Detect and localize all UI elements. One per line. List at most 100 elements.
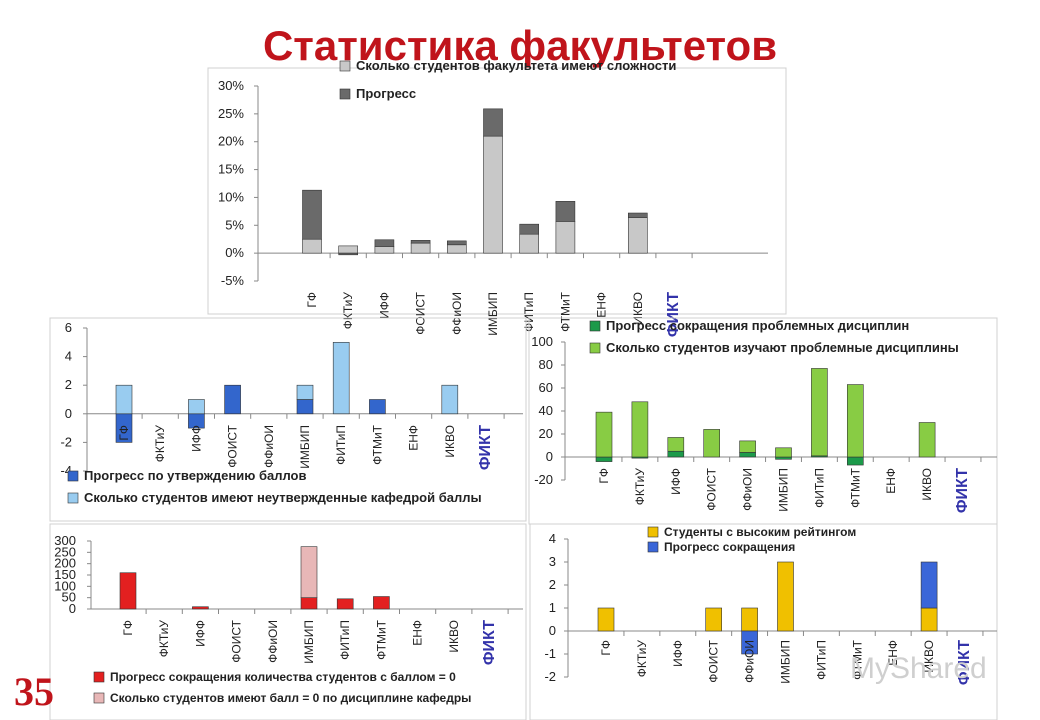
y-tick-label: 0% <box>225 245 244 260</box>
bar-2-ФТМиТ <box>846 384 864 458</box>
bar-2-ФФиОИ <box>739 440 756 453</box>
y-tick-label: 250 <box>54 544 76 559</box>
category-label: ФИТиП <box>338 620 352 660</box>
bar-1-ИМБИП <box>300 597 318 610</box>
y-tick-label: 30% <box>218 78 244 93</box>
y-tick-label: 0 <box>549 623 556 638</box>
category-label: ФИТиП <box>812 468 826 508</box>
bar-1-ИМБИП <box>483 135 503 254</box>
category-label: ИМБИП <box>779 640 793 684</box>
category-label: ЕНФ <box>886 640 900 666</box>
y-tick-label: 300 <box>54 533 76 548</box>
bar-1-ФИТиП <box>519 233 540 254</box>
bar-2-ИФФ <box>374 239 395 247</box>
y-tick-label: -2 <box>60 434 72 449</box>
category-label: ИФФ <box>193 620 207 647</box>
category-label: ФКТиУ <box>341 292 355 330</box>
y-tick-label: 4 <box>549 531 556 546</box>
y-tick-label: -2 <box>544 669 556 684</box>
bar-1-ФТМиТ <box>373 596 390 610</box>
legend-swatch <box>93 671 105 683</box>
category-label: ФТМиТ <box>848 467 862 507</box>
bar-2-ИМБИП <box>775 447 792 458</box>
legend-swatch <box>93 692 105 704</box>
category-label: ФФиОИ <box>741 468 755 511</box>
y-tick-label: 40 <box>539 403 553 418</box>
legend-swatch <box>67 470 79 482</box>
bar-1-ИМБИП <box>296 399 314 415</box>
bar-1-ИКВО <box>920 607 938 632</box>
y-tick-label: 2 <box>65 377 72 392</box>
bar-1-ФТМиТ <box>555 221 576 254</box>
category-label: ФФиОИ <box>266 620 280 663</box>
bar-2-ИКВО <box>441 384 459 415</box>
category-label: ФОИСТ <box>707 639 721 682</box>
y-tick-label: 200 <box>54 556 76 571</box>
bar-1-ФФиОИ <box>446 244 467 254</box>
category-label: ИКВО <box>443 425 457 458</box>
legend-label: Сколько студентов имеют балл = 0 по дисц… <box>110 691 471 705</box>
category-label: ФКТиУ <box>157 620 171 658</box>
bar-2-ГФ <box>595 411 613 458</box>
legend-label: Прогресс по утверждению баллов <box>84 468 307 483</box>
category-label: ФТМиТ <box>370 424 384 464</box>
bar-1-ИФФ <box>374 246 395 254</box>
category-label: ИМБИП <box>777 468 791 512</box>
bar-1-ИФФ <box>667 450 685 458</box>
category-label: ФФиОИ <box>450 292 464 335</box>
bar-2-ИКВО <box>920 561 938 609</box>
category-label: ИФФ <box>377 292 391 319</box>
y-tick-label: 15% <box>218 162 244 177</box>
category-label: ИКВО <box>922 640 936 673</box>
bar-1-ИКВО <box>627 217 648 254</box>
legend-label: Сколько студентов факультета имеют сложн… <box>356 58 676 73</box>
legend-swatch <box>339 60 351 72</box>
bar-1-ФОИСТ <box>224 384 241 415</box>
bar-2-ФИТиП <box>332 341 350 415</box>
bar-1-ФТМиТ <box>846 456 864 466</box>
bar-1-ФФиОИ <box>741 607 758 632</box>
bar-1-ИМБИП <box>777 561 794 632</box>
category-label: ФИТиП <box>334 425 348 465</box>
chart-frame <box>207 67 787 315</box>
bar-2-ИМБИП <box>300 546 318 598</box>
category-label: ИФФ <box>189 425 203 452</box>
bar-2-ФКТиУ <box>631 401 649 458</box>
category-label: ГФ <box>305 292 319 308</box>
category-label: ФИКТ <box>665 292 682 337</box>
category-label: ФФиОИ <box>262 425 276 468</box>
bar-1-ФИТиП <box>336 598 354 610</box>
bar-1-ГФ <box>302 238 322 254</box>
category-label: ФИКТ <box>956 640 973 685</box>
category-label: ЕНФ <box>411 620 425 646</box>
category-label: ФИКТ <box>954 468 971 513</box>
category-label: ЕНФ <box>884 468 898 494</box>
bar-2-ФИТиП <box>811 368 828 457</box>
category-label: ИФФ <box>671 640 685 667</box>
legend-swatch <box>647 526 659 538</box>
y-tick-label: -4 <box>60 463 72 478</box>
y-tick-label: 60 <box>539 380 553 395</box>
legend-label: Прогресс <box>356 86 416 101</box>
category-label: ФТМиТ <box>558 291 572 331</box>
y-tick-label: 0 <box>69 601 76 616</box>
category-label: ИКВО <box>631 292 645 325</box>
chart-frame <box>529 523 998 720</box>
slide-number: 35 <box>14 669 54 714</box>
category-label: ИКВО <box>920 468 934 501</box>
bar-2-ИКВО <box>918 422 936 458</box>
bar-1-ГФ <box>597 607 615 632</box>
category-label: ФОИСТ <box>230 619 244 662</box>
category-label: ФКТиУ <box>153 425 167 463</box>
category-label: ИМБИП <box>302 620 316 664</box>
bar-1-ФФиОИ <box>739 452 756 458</box>
y-tick-label: 150 <box>54 567 76 582</box>
bar-1-ФОИСТ <box>410 242 431 254</box>
legend-swatch <box>647 541 659 553</box>
legend-label: Сколько студентов имеют неутвержденные к… <box>84 490 482 505</box>
category-label: ИКВО <box>447 620 461 653</box>
bar-1-ИМБИП <box>775 456 792 460</box>
category-label: ФОИСТ <box>705 467 719 510</box>
bar-2-ИМБИП <box>296 384 314 400</box>
